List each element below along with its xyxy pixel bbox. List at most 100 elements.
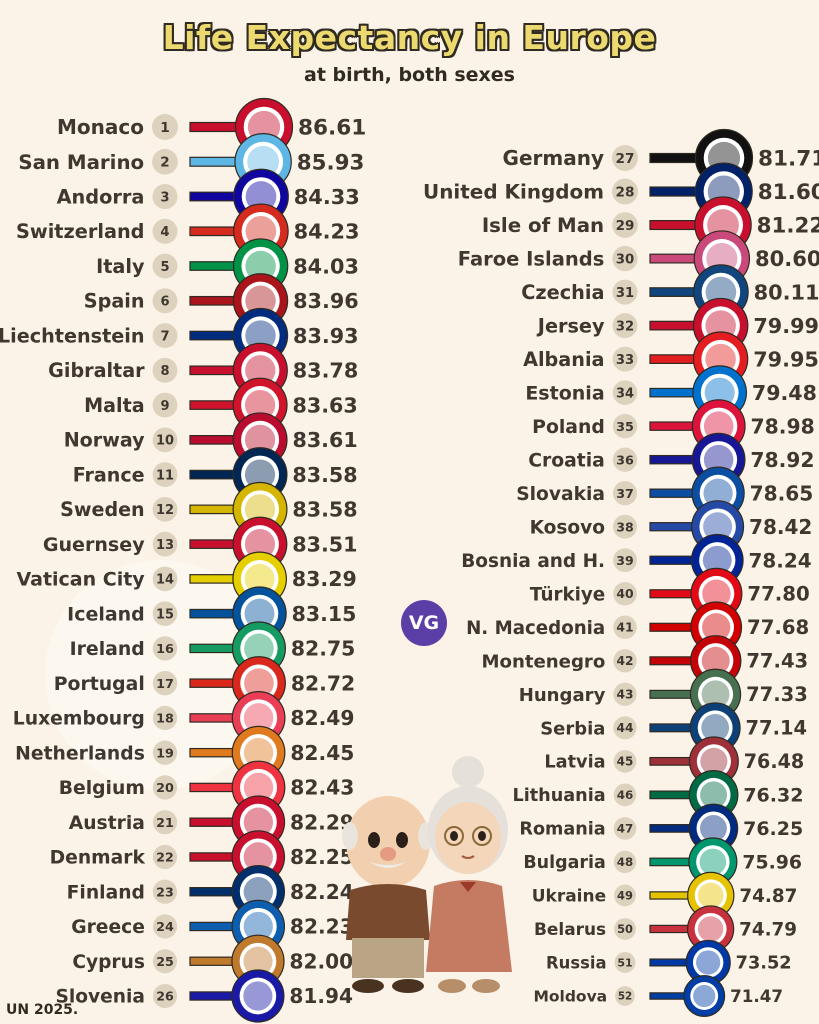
flag-inner (245, 320, 276, 351)
flag-inner (243, 981, 273, 1011)
rank-label: 16 (156, 642, 174, 657)
country-label: Serbia (540, 718, 605, 739)
rank-badge (152, 566, 178, 592)
connector-bar (189, 121, 241, 133)
rank-label: 6 (160, 295, 169, 310)
flag-inner (699, 848, 727, 876)
row-iceland: Iceland 15 83.15 (67, 586, 356, 641)
country-label: Poland (532, 417, 605, 438)
rank-label: 8 (160, 364, 169, 379)
flag-inner (697, 916, 724, 942)
value-label: 82.75 (291, 637, 355, 661)
rank-label: 52 (618, 991, 632, 1003)
value-label: 74.87 (739, 886, 797, 907)
rank-label: 51 (617, 956, 632, 969)
country-label: Jersey (536, 315, 605, 338)
connector-bar (189, 295, 239, 306)
row-ukraine: Ukraine 49 74.87 (532, 871, 797, 920)
rank-badge (152, 323, 178, 349)
row-poland: Poland 35 78.98 (532, 399, 815, 454)
flag-inner (243, 877, 273, 907)
country-label: Denmark (50, 848, 146, 869)
flag-inner (243, 703, 274, 733)
row-lithuania: Lithuania 46 76.32 (512, 770, 804, 820)
flag-inner (243, 911, 273, 942)
value-label: 81.94 (289, 984, 353, 1008)
flag-inner (244, 633, 274, 664)
country-label: Lithuania (512, 786, 605, 806)
row-luxembourg: Luxembourg 18 82.49 (13, 691, 355, 745)
country-label: Ukraine (532, 887, 606, 907)
rank-label: 23 (156, 884, 174, 899)
connector-bar (649, 186, 701, 197)
flag-inner (693, 984, 716, 1008)
value-label: 83.61 (292, 428, 357, 452)
connector-bar (189, 991, 237, 1001)
connector-bar (649, 522, 697, 532)
connector-bar (649, 287, 699, 297)
flag-inner (702, 613, 731, 642)
country-label: Germany (503, 146, 604, 170)
source-label: UN 2025. (6, 1002, 79, 1018)
row-latvia: Latvia 45 76.48 (544, 736, 804, 787)
flag-inner (700, 747, 728, 775)
country-label: N. Macedonia (466, 618, 605, 639)
country-label: Portugal (54, 674, 145, 695)
rank-label: 10 (156, 434, 174, 449)
rank-label: 4 (160, 225, 169, 240)
row-n-macedonia: N. Macedonia 41 77.68 (466, 601, 809, 654)
rank-badge (612, 313, 638, 339)
flag-inner (244, 563, 275, 594)
value-label: 80.11 (754, 280, 819, 304)
value-label: 73.52 (736, 954, 792, 974)
row-sweden: Sweden 12 83.58 (60, 481, 358, 537)
country-label: Belarus (534, 919, 606, 939)
connector-bar (649, 354, 699, 364)
flag-inner (243, 946, 273, 976)
row-finland: Finland 23 82.24 (67, 864, 354, 919)
country-label: Moldova (533, 988, 607, 1006)
row-andorra: Andorra 3 84.33 (57, 168, 360, 225)
value-label: 84.03 (293, 254, 359, 278)
value-label: 80.60 (755, 246, 819, 271)
rank-badge (613, 514, 637, 539)
rank-badge (613, 615, 637, 640)
rank-badge (612, 413, 638, 439)
connector-bar (649, 790, 695, 800)
rank-label: 37 (616, 486, 634, 501)
value-label: 82.24 (290, 880, 354, 904)
rank-label: 21 (156, 815, 174, 830)
value-label: 76.25 (743, 818, 803, 840)
rank-badge (152, 949, 178, 974)
country-label: Romania (519, 820, 605, 840)
flag-inner (243, 842, 273, 872)
row-switzerland: Switzerland 4 84.23 (16, 203, 360, 260)
rank-badge (152, 775, 178, 800)
value-label: 83.29 (292, 567, 357, 591)
country-label: France (73, 463, 145, 486)
rank-label: 50 (617, 922, 633, 936)
country-label: Czechia (521, 281, 604, 304)
flag-inner (243, 737, 274, 768)
country-label: Sweden (60, 498, 144, 521)
row-albania: Albania 33 79.95 (523, 331, 819, 387)
rank-label: 7 (160, 329, 169, 344)
connector-bar (649, 824, 695, 833)
rank-badge (152, 462, 178, 487)
row-france: France 11 83.58 (73, 447, 358, 503)
connector-bar (649, 857, 695, 867)
flag-inner (244, 389, 276, 421)
country-label: Vatican City (16, 569, 145, 591)
value-label: 83.58 (292, 498, 357, 522)
row-norway: Norway 10 83.61 (64, 412, 358, 468)
row-bosnia-and-h-: Bosnia and H. 39 78.24 (461, 533, 812, 587)
value-label: 84.23 (294, 220, 360, 244)
connector-bar (649, 220, 701, 231)
country-label: Kosovo (530, 517, 605, 538)
value-label: 78.65 (750, 481, 814, 505)
rank-badge (614, 951, 636, 973)
rank-badge (152, 740, 178, 765)
connector-bar (649, 387, 699, 398)
rank-badge (615, 986, 635, 1006)
rank-label: 45 (617, 755, 634, 769)
